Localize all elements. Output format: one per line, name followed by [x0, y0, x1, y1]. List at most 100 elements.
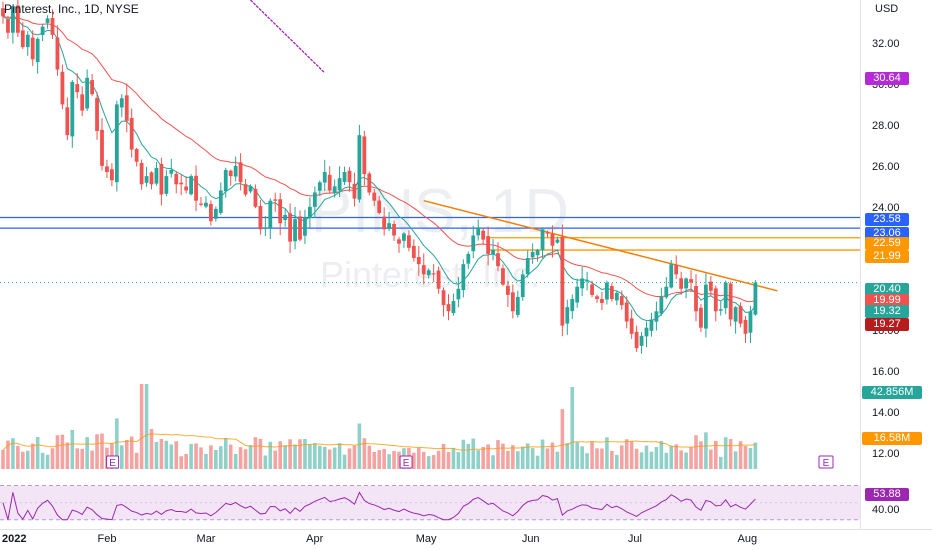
- volume-bar: [520, 446, 525, 469]
- time-tick-label: Jun: [521, 533, 540, 545]
- volume-bar: [669, 445, 674, 469]
- candle-body: [179, 182, 184, 185]
- candle-body: [733, 307, 738, 322]
- volume-bar: [397, 451, 401, 469]
- price-tag: 42.856M: [862, 386, 922, 399]
- candle-body: [283, 215, 288, 221]
- candle-body: [679, 278, 684, 289]
- volume-bar: [298, 439, 302, 469]
- volume-bar: [25, 450, 30, 469]
- candle-body: [20, 30, 25, 48]
- volume-bar: [516, 451, 520, 469]
- volume-bar: [120, 445, 124, 469]
- candle-body: [397, 239, 401, 244]
- volume-bar: [704, 432, 708, 469]
- candle-body: [629, 318, 634, 334]
- candle-body: [199, 203, 203, 205]
- volume-bar: [570, 387, 575, 469]
- chart-title: Pinterest, Inc., 1D, NYSE: [4, 2, 139, 16]
- volume-bar: [308, 443, 312, 469]
- ma-slow-line: [2, 15, 756, 303]
- candle-body: [134, 149, 139, 162]
- candle-body: [545, 232, 550, 234]
- candle-body: [105, 166, 109, 173]
- volume-bar: [714, 440, 718, 469]
- volume-bar: [248, 445, 253, 469]
- candle-body: [50, 18, 55, 35]
- candle-body: [30, 37, 35, 60]
- price-tag: 23.06: [865, 227, 909, 240]
- volume-bar: [189, 443, 193, 469]
- candle-body: [560, 236, 565, 326]
- volume-bar: [288, 439, 292, 469]
- candle-body: [362, 136, 367, 175]
- candle-body: [263, 227, 268, 230]
- candle-body: [748, 311, 753, 333]
- volume-bar: [204, 453, 208, 469]
- volume-bar: [35, 437, 40, 469]
- candle-body: [723, 282, 728, 309]
- candle-body: [233, 165, 238, 177]
- earnings-marker: [399, 455, 413, 469]
- candle-body: [595, 296, 599, 299]
- volume-ma-line: [2, 433, 756, 451]
- candle-body: [411, 245, 416, 259]
- volume-bar: [728, 439, 733, 469]
- candle-body: [228, 170, 233, 177]
- candle-body: [327, 174, 332, 191]
- candle-body: [223, 169, 228, 192]
- volume-bar: [679, 450, 683, 469]
- time-tick-label: Aug: [737, 533, 758, 545]
- volume-bar: [100, 433, 104, 469]
- candle-body: [159, 163, 164, 195]
- price-tick-label: 14.00: [872, 406, 900, 419]
- candle-body: [654, 311, 659, 322]
- volume-bar: [723, 437, 728, 469]
- price-tag: 53.88: [865, 488, 909, 501]
- volume-bar: [372, 451, 377, 469]
- candle-body: [144, 176, 149, 183]
- volume-bar: [387, 454, 391, 469]
- volume-bar: [674, 444, 678, 469]
- candle-body: [322, 172, 327, 183]
- price-tick-label: 26.00: [872, 160, 900, 173]
- candle-body: [446, 304, 451, 312]
- time-tick-label: May: [415, 533, 437, 545]
- volume-bar: [95, 434, 99, 469]
- candle-body: [753, 282, 758, 315]
- time-tick-label: Apr: [306, 533, 324, 545]
- candle-body: [377, 200, 382, 213]
- candle-body: [149, 172, 154, 185]
- candle-body: [436, 270, 441, 289]
- volume-bar: [228, 444, 233, 469]
- candle-body: [704, 284, 708, 329]
- candle-body: [357, 135, 362, 200]
- candle-body: [639, 335, 644, 346]
- volume-bar: [214, 450, 218, 469]
- candle-body: [288, 213, 292, 242]
- candle-body: [342, 172, 347, 182]
- volume-bar: [431, 455, 436, 469]
- candle-body: [431, 273, 436, 275]
- candle-body: [95, 97, 99, 132]
- price-tick-label: 28.00: [872, 119, 900, 132]
- volume-bar: [164, 440, 169, 469]
- volume-bar: [610, 450, 614, 469]
- candle-body: [194, 175, 198, 201]
- volume-bar: [124, 440, 129, 469]
- candle-body: [416, 256, 421, 265]
- volume-bar: [575, 442, 579, 469]
- volume-bar: [555, 451, 560, 469]
- volume-bar: [219, 446, 223, 469]
- price-tick-label: 32.00: [872, 38, 900, 51]
- candle-body: [664, 286, 669, 298]
- candle-body: [65, 107, 70, 136]
- candle-body: [525, 258, 530, 275]
- price-tag: 23.58: [865, 213, 909, 226]
- volume-bar: [605, 437, 609, 469]
- volume-bar: [273, 450, 278, 469]
- candle-body: [476, 227, 481, 236]
- candle-body: [90, 80, 94, 95]
- candle-body: [238, 162, 243, 183]
